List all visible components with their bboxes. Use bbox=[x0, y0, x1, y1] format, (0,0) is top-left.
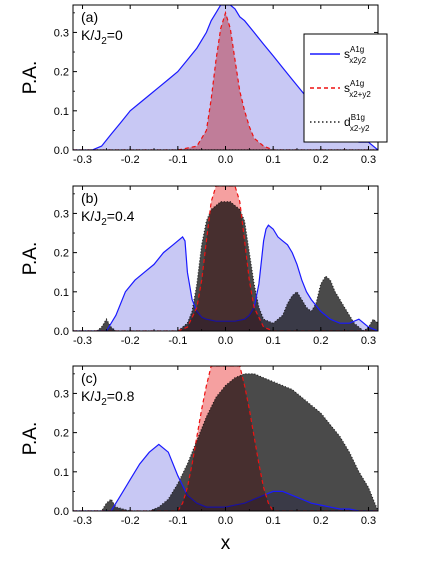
x-tick-label: -0.1 bbox=[168, 335, 187, 347]
x-tick-label: 0.0 bbox=[218, 154, 233, 166]
y-tick-label: 0.1 bbox=[54, 287, 69, 299]
y-axis-title: P.A. bbox=[20, 61, 41, 94]
x-tick-label: 0.3 bbox=[361, 335, 376, 347]
series-area-s_x2+y2 bbox=[73, 366, 378, 511]
y-axis-title: P.A. bbox=[20, 422, 41, 455]
y-axis-title: P.A. bbox=[20, 242, 41, 275]
series-area-s_x2+y2 bbox=[73, 12, 378, 150]
x-tick-label: -0.2 bbox=[121, 154, 140, 166]
parameter-label: K/J2=0.4 bbox=[81, 208, 135, 228]
x-tick-label: 0.2 bbox=[313, 154, 328, 166]
legend: sA1g x2y2 sA1g x2+y2 dB1g x2-y2 bbox=[303, 33, 388, 143]
legend-label-d_x2-y2: dB1g x2-y2 bbox=[344, 113, 370, 133]
series-area-s_x2y2 bbox=[73, 225, 378, 331]
x-tick-label: -0.3 bbox=[73, 335, 92, 347]
series-line-s_x2+y2 bbox=[73, 186, 378, 331]
plot-area bbox=[73, 366, 378, 511]
y-tick-label: 0.0 bbox=[54, 506, 69, 518]
x-tick-label: -0.1 bbox=[168, 154, 187, 166]
y-tick-label: 0.0 bbox=[54, 326, 69, 338]
y-tick-label: 0.3 bbox=[54, 27, 69, 39]
x-tick-label: 0.2 bbox=[313, 515, 328, 527]
panel-label: (a) bbox=[81, 9, 98, 25]
x-tick-label: -0.2 bbox=[121, 335, 140, 347]
y-tick-label: 0.1 bbox=[54, 467, 69, 479]
y-tick-label: 0.1 bbox=[54, 106, 69, 118]
series-line-s_x2+y2 bbox=[73, 366, 378, 511]
y-tick-label: 0.3 bbox=[54, 208, 69, 220]
x-tick-label: -0.3 bbox=[73, 515, 92, 527]
x-tick-label: 0.0 bbox=[218, 515, 233, 527]
legend-label-s_x2+y2: sA1g x2+y2 bbox=[344, 79, 371, 99]
x-tick-label: 0.1 bbox=[266, 154, 281, 166]
y-tick-label: 0.3 bbox=[54, 388, 69, 400]
x-tick-label: 0.2 bbox=[313, 335, 328, 347]
panel-3: -0.3 -0.2 -0.1 0.0 0.1 0.2 0.3 0.0 0.1 0.2 0.3 P.A.… bbox=[20, 365, 379, 554]
series-line-s_x2+y2 bbox=[73, 10, 378, 150]
x-tick-label: 0.0 bbox=[218, 335, 233, 347]
plot-area bbox=[73, 186, 378, 331]
x-tick-label: 0.1 bbox=[266, 515, 281, 527]
y-tick-label: 0.2 bbox=[54, 248, 69, 260]
x-tick-label: 0.3 bbox=[361, 515, 376, 527]
y-tick-label: 0.2 bbox=[54, 428, 69, 440]
x-tick-label: 0.3 bbox=[361, 154, 376, 166]
panel-1: -0.3 -0.2 -0.1 0.0 0.1 0.2 0.3 0.0 0.1 0.2 0.3 P.A.… bbox=[20, 4, 379, 166]
x-tick-label: -0.2 bbox=[121, 515, 140, 527]
x-tick-label: 0.1 bbox=[266, 335, 281, 347]
x-tick-label: -0.3 bbox=[73, 154, 92, 166]
y-tick-label: 0.2 bbox=[54, 67, 69, 79]
x-axis-title: x bbox=[221, 533, 231, 554]
y-tick-label: 0.0 bbox=[54, 145, 69, 157]
panel-label: (c) bbox=[81, 370, 97, 386]
parameter-label: K/J2=0 bbox=[81, 27, 123, 47]
series-area-s_x2y2 bbox=[73, 444, 378, 511]
series-area-s_x2+y2 bbox=[73, 186, 378, 331]
legend-label-s_x2y2: sA1g x2y2 bbox=[344, 45, 367, 65]
parameter-label: K/J2=0.8 bbox=[81, 388, 135, 408]
panel-2: -0.3 -0.2 -0.1 0.0 0.1 0.2 0.3 0.0 0.1 0.2 0.3 P.A.… bbox=[20, 185, 379, 347]
panel-label: (b) bbox=[81, 190, 98, 206]
x-tick-label: -0.1 bbox=[168, 515, 187, 527]
series-line-d_x2-y2 bbox=[73, 373, 378, 511]
